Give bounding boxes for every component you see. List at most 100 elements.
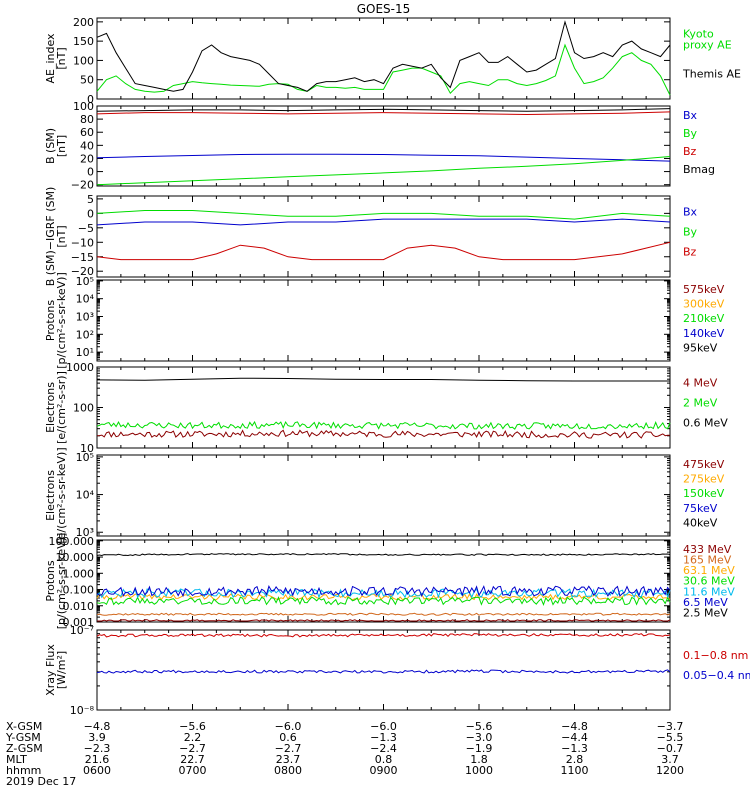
axis-row-value: 0600: [83, 764, 111, 777]
series-line: [96, 587, 671, 599]
legend-entry: 2 MeV: [683, 397, 718, 410]
series-line: [96, 153, 671, 162]
legend-entry: 475keV: [683, 458, 725, 471]
axis-row-value: 21.6: [85, 753, 110, 766]
y-tick-label: 10⁻⁷: [70, 624, 94, 637]
axis-row-value: 1100: [561, 764, 589, 777]
axis-row-value: 3.7: [661, 753, 679, 766]
axis-row-value: −3.0: [466, 731, 493, 744]
legend-entry-line: 165 MeV: [683, 554, 732, 567]
panel-frame: [96, 539, 671, 623]
series-line: [96, 377, 670, 382]
series-line: [96, 612, 671, 616]
legend-entry: 575keV: [683, 283, 725, 296]
legend-entry-line: 140keV: [683, 327, 725, 340]
legend-entry: 30.6 MeV: [683, 575, 735, 588]
y-tick-label: 10⁴: [76, 489, 95, 502]
legend-entry: 6.5 MeV: [683, 596, 728, 609]
axis-row-value: −2.3: [84, 742, 111, 755]
y-tick-label: 0: [87, 93, 94, 106]
axis-row-value: 23.7: [276, 753, 301, 766]
legend-entry-line: 2.5 MeV: [683, 606, 728, 619]
axis-row-value: −1.3: [370, 731, 397, 744]
y-tick-label: 0.001: [63, 616, 95, 629]
y-tick-label: 10²: [76, 328, 94, 341]
axis-row-value: −5.6: [179, 720, 206, 733]
legend-entry-line: 40keV: [683, 516, 718, 529]
legend-entry: Bx: [683, 109, 698, 122]
y-tick-label: 5: [87, 193, 94, 206]
legend-entry-line: 433 MeV: [683, 543, 732, 556]
legend-entry: By: [683, 127, 698, 140]
y-axis-label: Protons[p/(cm²-s-sr-keV)]: [44, 272, 68, 369]
axis-row-value: 0700: [179, 764, 207, 777]
y-tick-label: 10.000: [56, 551, 95, 564]
series-line: [96, 420, 671, 430]
y-tick-label: 10⁵: [76, 275, 94, 288]
y-tick-label: −10: [71, 236, 94, 249]
y-axis-label: Protons[p/(cm²-s-sr-keV)]: [44, 533, 68, 630]
axis-row-value: 0.8: [375, 753, 393, 766]
y-axis-label-line: [p/(cm²-s-sr-keV)]: [55, 533, 68, 630]
y-axis-label-line: Electrons: [44, 382, 57, 433]
y-axis-label: Electrons[e/(cm²-s-sr-keV)]: [44, 447, 68, 543]
legend-entry: 2.5 MeV: [683, 606, 728, 619]
legend-entry-line: 575keV: [683, 283, 725, 296]
axis-row-value: −2.7: [275, 742, 302, 755]
legend-entry: Bz: [683, 145, 697, 158]
legend-entry: 165 MeV: [683, 554, 732, 567]
legend-entry: By: [683, 226, 698, 239]
date-label: 2019 Dec 17: [6, 775, 76, 788]
axis-row-value: −5.5: [657, 731, 684, 744]
axis-row-label: X-GSM: [6, 720, 42, 733]
y-tick-label: −20: [71, 179, 94, 192]
axis-row-value: 2.2: [184, 731, 202, 744]
y-axis-label-line: [nT]: [55, 135, 68, 157]
y-tick-label: 10: [80, 442, 94, 455]
legend-entry: 150keV: [683, 487, 725, 500]
legend-entry-line: 30.6 MeV: [683, 575, 735, 588]
y-axis-label-line: [W/m²]: [55, 651, 68, 689]
series-line: [96, 210, 671, 220]
axis-row-value: 1200: [656, 764, 684, 777]
legend-entry-line: 63.1 MeV: [683, 564, 735, 577]
legend-entry-line: By: [683, 127, 698, 140]
series-line: [96, 669, 671, 674]
legend-entry-line: 4 MeV: [683, 377, 718, 390]
y-axis-label-line: Xray Flux: [44, 644, 57, 696]
legend-entry: Themis AE: [682, 68, 741, 81]
series-line: [96, 429, 670, 439]
legend-entry: 0.05−0.4 nm: [683, 669, 750, 682]
axis-row-value: 1.8: [470, 753, 488, 766]
series-line: [96, 111, 671, 116]
y-tick-label: 150: [73, 35, 94, 48]
legend-entry-line: 300keV: [683, 298, 725, 311]
y-tick-label: 0.010: [63, 600, 95, 613]
panel-frame: [96, 629, 671, 711]
axis-row-value: 22.7: [180, 753, 205, 766]
axis-row-value: −3.7: [657, 720, 684, 733]
y-tick-label: 100: [73, 402, 94, 415]
legend-entry-line: 150keV: [683, 487, 725, 500]
series-line: [96, 241, 671, 261]
legend-entry-line: Themis AE: [682, 68, 741, 81]
legend-entry-line: 6.5 MeV: [683, 596, 728, 609]
y-tick-label: 1000: [66, 361, 94, 374]
y-axis-label: AE_index[nT]: [44, 33, 68, 84]
y-axis-label-line: Protons: [44, 300, 57, 341]
axis-row-value: 0900: [370, 764, 398, 777]
axis-row-value: 1000: [465, 764, 493, 777]
legend-entry-line: 0.05−0.4 nm: [683, 669, 750, 682]
legend-entry-line: By: [683, 226, 698, 239]
series-line: [96, 593, 671, 601]
y-axis-label: B (SM)−IGRF (SM)[nT]: [44, 187, 68, 287]
axis-row-value: −0.7: [657, 742, 684, 755]
legend-entry: 40keV: [683, 516, 718, 529]
series-line: [96, 596, 671, 607]
y-tick-label: 200: [73, 16, 94, 29]
legend-entry: 275keV: [683, 473, 725, 486]
y-tick-label: 40: [80, 139, 94, 152]
y-axis-label-line: [e/(cm²-s-sr)]: [55, 371, 68, 444]
legend-entry-line: Bz: [683, 246, 697, 259]
